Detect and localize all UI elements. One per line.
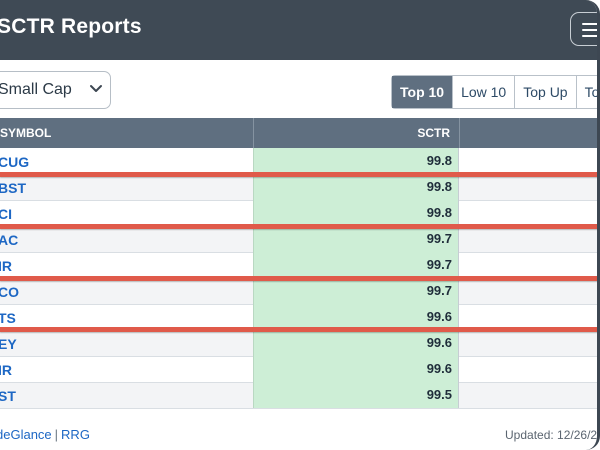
sctr-cell: 99.7 [253, 252, 459, 278]
sctr-cell: 99.6 [253, 330, 459, 356]
symbol-link[interactable]: CUG [0, 154, 30, 170]
table-row[interactable]: EY 99.6 [0, 330, 597, 357]
tab-top-down[interactable]: Top Down [576, 76, 597, 108]
tab-low-10[interactable]: Low 10 [453, 76, 516, 108]
column-header-sctr[interactable]: SCTR [417, 126, 450, 140]
sctr-value: 99.8 [426, 153, 452, 168]
sctr-cell: 99.7 [253, 278, 459, 304]
report-tabs: Top 10 Low 10 Top Up Top Down [391, 75, 597, 109]
table-row[interactable]: AC 99.7 [0, 226, 597, 253]
category-select-value: Small Cap [0, 81, 72, 98]
table-header: SYMBOL SCTR [0, 118, 597, 148]
symbol-link[interactable]: IR [0, 362, 12, 378]
column-divider [459, 118, 460, 148]
highlight-divider [0, 327, 597, 332]
symbol-link[interactable]: EY [0, 336, 17, 352]
table-row[interactable]: IR 99.6 [0, 356, 597, 383]
table-row[interactable]: BST 99.8 [0, 174, 597, 201]
sctr-value: 99.7 [426, 231, 452, 246]
symbol-link[interactable]: TS [0, 310, 16, 326]
tab-top-up[interactable]: Top Up [515, 76, 577, 108]
column-divider [253, 118, 254, 148]
sctr-value: 99.8 [426, 205, 452, 220]
page-title: SCTR Reports [0, 15, 142, 38]
tab-top-10[interactable]: Top 10 [392, 76, 454, 108]
highlight-divider [0, 172, 597, 177]
highlight-divider [0, 224, 597, 229]
table-row[interactable]: CUG 99.8 [0, 148, 597, 175]
sctr-cell: 99.8 [253, 200, 459, 226]
sctr-value: 99.7 [426, 257, 452, 272]
footer-links: deGlance | RRG [0, 427, 90, 442]
table-row[interactable]: ST 99.5 [0, 382, 597, 409]
column-header-symbol[interactable]: SYMBOL [0, 126, 52, 140]
sctr-value: 99.6 [426, 361, 452, 376]
table-row[interactable]: CO 99.7 [0, 278, 597, 305]
footer-link-rrg[interactable]: RRG [61, 427, 90, 442]
panel-header: SCTR Reports [0, 0, 597, 60]
footer-separator: | [54, 427, 59, 442]
sctr-value: 99.6 [426, 335, 452, 350]
sctr-value: 99.8 [426, 179, 452, 194]
sctr-value: 99.6 [426, 309, 452, 324]
symbol-link[interactable]: CO [0, 284, 19, 300]
symbol-link[interactable]: IR [0, 258, 12, 274]
symbol-link[interactable]: CI [0, 206, 12, 222]
sctr-cell: 99.6 [253, 356, 459, 382]
updated-timestamp: Updated: 12/26/24 [505, 428, 600, 442]
hamburger-menu-icon [582, 23, 597, 41]
sctr-value: 99.5 [426, 387, 452, 402]
symbol-link[interactable]: ST [0, 388, 16, 404]
menu-button[interactable] [570, 12, 597, 46]
sctr-value: 99.7 [426, 283, 452, 298]
footer-link-deglance[interactable]: deGlance [0, 427, 52, 442]
sctr-cell: 99.7 [253, 226, 459, 252]
sctr-cell: 99.6 [253, 304, 459, 330]
sctr-cell: 99.5 [253, 382, 459, 408]
table-row[interactable]: IR 99.7 [0, 252, 597, 279]
highlight-divider [0, 276, 597, 281]
sctr-cell: 99.8 [253, 148, 459, 174]
chevron-down-icon [90, 85, 102, 92]
symbol-link[interactable]: AC [0, 232, 19, 248]
sctr-cell: 99.8 [253, 174, 459, 200]
symbol-link[interactable]: BST [0, 180, 26, 196]
category-select[interactable]: Small Cap [0, 71, 111, 109]
